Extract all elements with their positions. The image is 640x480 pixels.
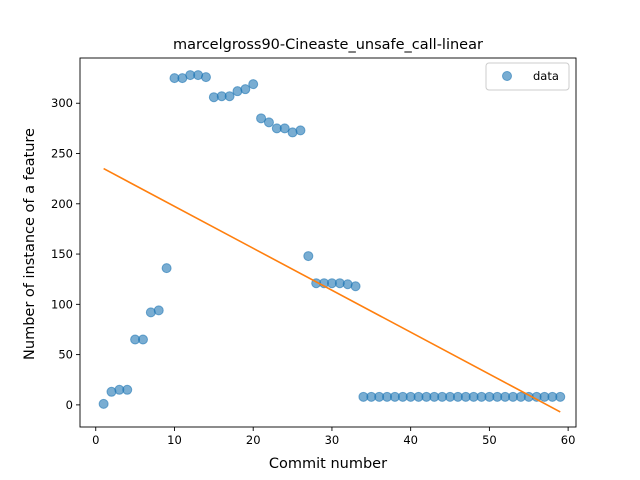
- x-tick-label: 30: [325, 433, 340, 447]
- data-point: [161, 263, 172, 274]
- y-tick-label: 50: [58, 348, 73, 362]
- axes: 0 10 20 30 40 50 60 0 50 100 150 200 250 300: [51, 57, 577, 447]
- data-point: [137, 334, 148, 345]
- y-tick-label: 200: [51, 197, 73, 211]
- axes-frame: [79, 57, 577, 428]
- y-tick-label: 150: [51, 247, 73, 261]
- chart-title: marcelgross90-Cineaste_unsafe_call-linea…: [173, 37, 483, 53]
- legend-label: data: [533, 69, 559, 83]
- legend-marker: [502, 71, 512, 81]
- data-point: [555, 391, 566, 402]
- data-point: [224, 91, 235, 102]
- data-point: [256, 113, 267, 124]
- data-point: [295, 125, 306, 136]
- x-tick-label: 50: [482, 433, 497, 447]
- legend: data: [485, 62, 570, 91]
- data-point: [350, 281, 361, 292]
- x-tick-label: 60: [561, 433, 576, 447]
- x-tick-label: 40: [403, 433, 418, 447]
- data-point: [200, 72, 211, 83]
- y-tick-label: 300: [51, 96, 73, 110]
- data-point: [122, 384, 133, 395]
- fit-line: [103, 167, 561, 413]
- legend-box: [485, 62, 570, 91]
- data-point: [248, 79, 259, 90]
- data-point: [263, 117, 274, 128]
- y-tick-label: 0: [66, 398, 73, 412]
- data-point: [240, 84, 251, 95]
- plot-area: [98, 70, 566, 413]
- x-tick-label: 0: [92, 433, 99, 447]
- x-axis-label: Commit number: [269, 456, 387, 472]
- data-point: [303, 251, 314, 262]
- x-tick-label: 20: [246, 433, 261, 447]
- y-tick-label: 100: [51, 297, 73, 311]
- data-point: [153, 305, 164, 316]
- data-point: [98, 398, 109, 409]
- x-tick-label: 10: [167, 433, 182, 447]
- y-axis-label: Number of instance of a feature: [22, 128, 38, 360]
- data-point: [279, 123, 290, 134]
- y-tick-label: 250: [51, 147, 73, 161]
